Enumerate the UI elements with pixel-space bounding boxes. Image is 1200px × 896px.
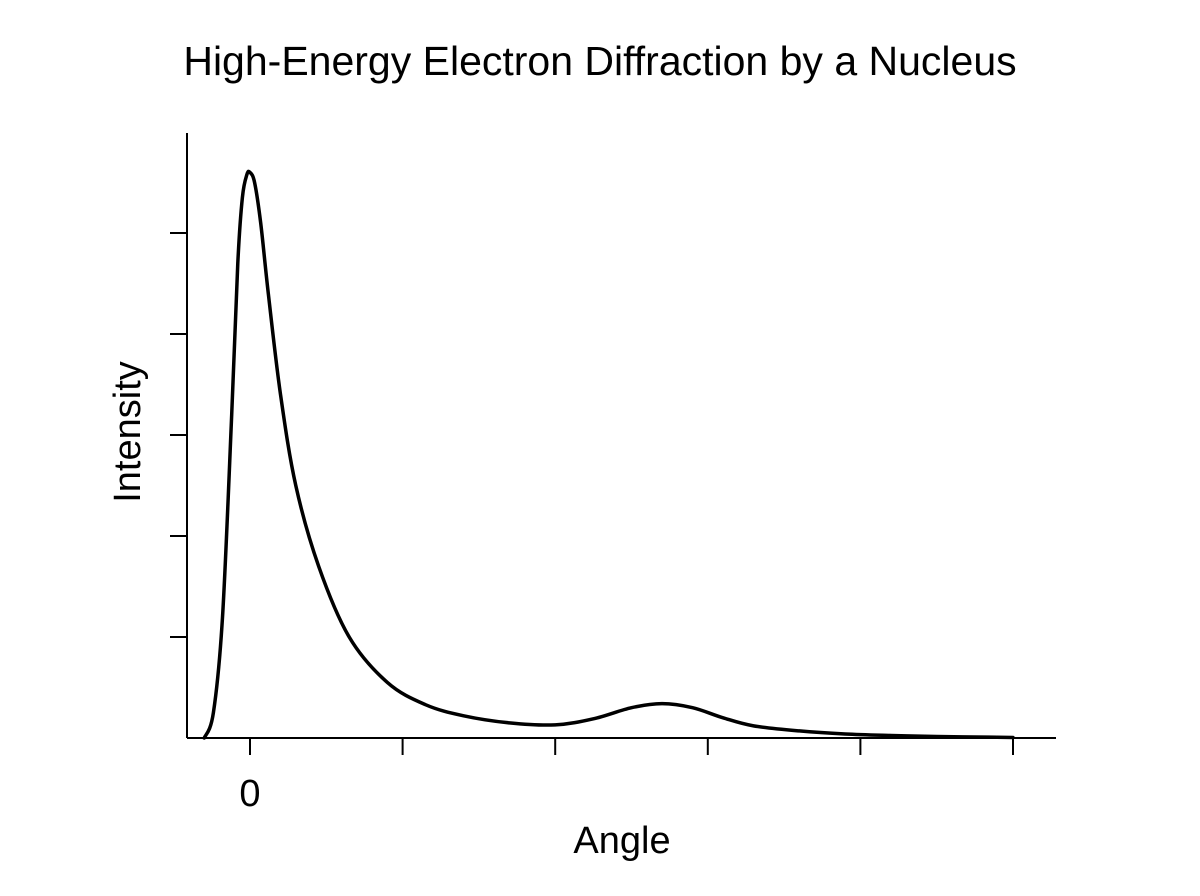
x-axis-label: Angle [573,820,670,862]
series-line-intensity [202,169,1015,740]
x-tick-label: 0 [239,773,260,815]
y-axis-label: Intensity [107,361,149,503]
axes [186,133,1056,739]
chart-title: High-Energy Electron Diffraction by a Nu… [183,38,1017,84]
ticks: 0 [170,232,1014,815]
series-layer [202,169,1015,740]
